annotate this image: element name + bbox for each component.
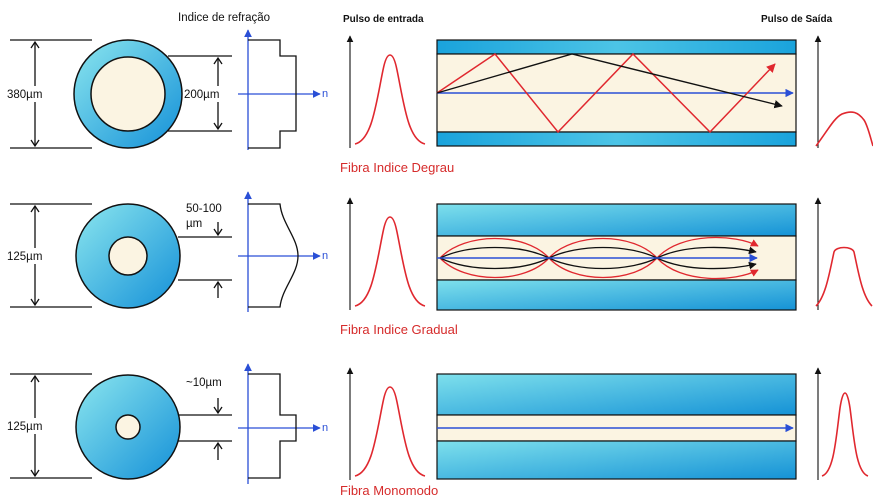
axis-n-label: n	[322, 422, 328, 434]
single-mode-profile	[248, 373, 297, 479]
cladding-top	[436, 203, 797, 237]
fiber-row-single-mode: 125µm ~10µm n Fibra Monomodo	[7, 363, 869, 497]
outer-diameter-label: 380µm	[7, 89, 42, 101]
fiber-row-step-index: 380µm 200µm n Fibra Indice Degrau	[7, 29, 873, 175]
zigzag-ray	[436, 52, 776, 134]
header-refractive-index: Indice de refração	[178, 12, 270, 24]
graded-index-profile	[248, 203, 299, 308]
step-index-profile	[248, 39, 297, 149]
fiber-row-graded-index: 125µm 50-100 µm n Fibra Indice Gradu	[7, 191, 873, 337]
fiber-caption: Fibra Indice Gradual	[340, 322, 458, 337]
cladding-top	[436, 373, 797, 416]
oblique-ray	[436, 53, 783, 109]
fiber-caption: Fibra Monomodo	[340, 483, 438, 497]
core-diameter-unit-label: µm	[186, 218, 202, 230]
core-diameter-label: 200µm	[184, 89, 219, 101]
axis-n-label: n	[322, 250, 328, 262]
input-pulse	[354, 386, 426, 477]
input-pulse	[354, 54, 426, 145]
cladding-top	[436, 39, 797, 55]
header-input-pulse: Pulso de entrada	[343, 14, 424, 25]
cladding-bottom	[436, 131, 797, 147]
output-pulse	[821, 392, 869, 477]
input-pulse	[354, 216, 426, 307]
cladding-bottom	[436, 440, 797, 480]
core-diameter-label: ~10µm	[186, 377, 222, 389]
output-pulse	[815, 246, 873, 307]
fiber-caption: Fibra Indice Degrau	[340, 160, 454, 175]
header-output-pulse: Pulso de Saída	[761, 14, 833, 25]
axis-n-label: n	[322, 88, 328, 100]
output-pulse	[815, 111, 873, 147]
graded-ray-paths	[437, 236, 759, 280]
cladding-bottom	[436, 279, 797, 311]
core-cross-section	[108, 236, 148, 276]
outer-diameter-label: 125µm	[7, 251, 42, 263]
core-diameter-label: 50-100	[186, 203, 222, 215]
core-cross-section	[115, 414, 141, 440]
core-cross-section	[90, 56, 166, 132]
outer-diameter-label: 125µm	[7, 421, 42, 433]
